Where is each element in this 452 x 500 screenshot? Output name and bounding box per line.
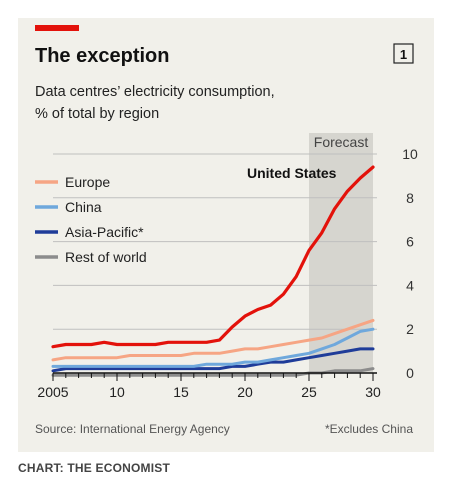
chart-svg: The exception 1 Data centres’ electricit… <box>35 25 418 436</box>
x-tick-label: 10 <box>109 384 125 400</box>
y-tick-label: 6 <box>406 234 414 250</box>
x-tick-label: 15 <box>173 384 189 400</box>
forecast-band <box>309 133 373 373</box>
y-tick-label: 2 <box>406 321 414 337</box>
legend-label: Rest of world <box>65 249 147 265</box>
x-tick-label: 20 <box>237 384 253 400</box>
chart-credit: CHART: THE ECONOMIST <box>18 461 170 475</box>
chart-panel: The exception 1 Data centres’ electricit… <box>18 18 434 452</box>
x-tick-label: 30 <box>365 384 381 400</box>
series-line-asia-pacific <box>51 347 375 373</box>
series-line-china <box>51 327 375 368</box>
chart-title: The exception <box>35 45 169 67</box>
gridlines <box>53 153 377 330</box>
annotations: United States <box>247 165 337 181</box>
chart-number: 1 <box>400 47 407 62</box>
forecast-label: Forecast <box>314 134 369 150</box>
chart-subtitle-line-1: Data centres’ electricity consumption, <box>35 84 275 100</box>
y-axis: 0 2 4 6 8 10 <box>402 146 418 381</box>
x-tick-label: 2005 <box>37 384 68 400</box>
series-line-united-states <box>51 165 375 349</box>
series-line-europe <box>51 318 375 362</box>
y-tick-label: 10 <box>402 146 418 162</box>
y-tick-label: 8 <box>406 190 414 206</box>
legend-label: Asia-Pacific* <box>65 224 144 240</box>
legend-label: China <box>65 199 102 215</box>
chart-number-box <box>393 43 414 64</box>
y-tick-label: 0 <box>406 365 414 381</box>
legend: Europe China Asia-Pacific* Rest of world <box>35 174 147 265</box>
forecast-region: Forecast <box>309 133 373 373</box>
series-label-united-states: United States <box>247 165 337 181</box>
chart-subtitle-line-2: % of total by region <box>35 106 159 122</box>
footnote: *Excludes China <box>325 422 413 436</box>
accent-bar <box>35 25 79 31</box>
source-note: Source: International Energy Agency <box>35 422 230 436</box>
y-tick-label: 4 <box>406 277 414 293</box>
legend-label: Europe <box>65 174 110 190</box>
x-tick-label: 25 <box>301 384 317 400</box>
x-axis: 2005 10 15 20 25 30 <box>37 372 381 400</box>
